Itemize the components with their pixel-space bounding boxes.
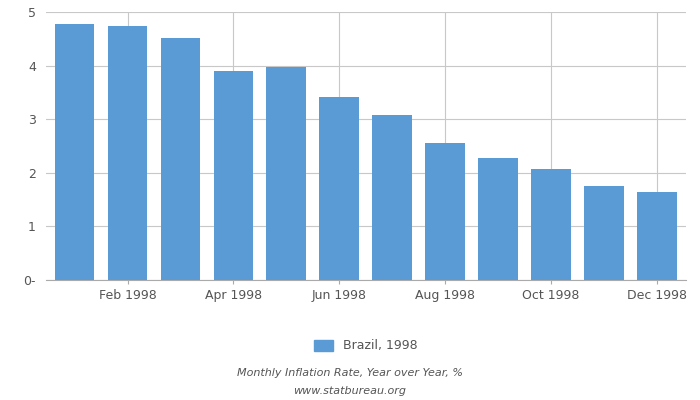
Bar [372, 116, 412, 280]
Bar [478, 158, 518, 280]
Bar [584, 186, 624, 280]
Text: Monthly Inflation Rate, Year over Year, %: Monthly Inflation Rate, Year over Year, … [237, 368, 463, 378]
Bar [637, 192, 677, 280]
Bar [214, 71, 253, 280]
Bar [267, 67, 306, 280]
Bar [160, 38, 200, 280]
Bar [55, 24, 94, 280]
Legend: Brazil, 1998: Brazil, 1998 [309, 334, 422, 358]
Bar [531, 168, 571, 280]
Bar [426, 143, 465, 280]
Text: www.statbureau.org: www.statbureau.org [293, 386, 407, 396]
Bar [319, 97, 359, 280]
Bar [108, 26, 148, 280]
